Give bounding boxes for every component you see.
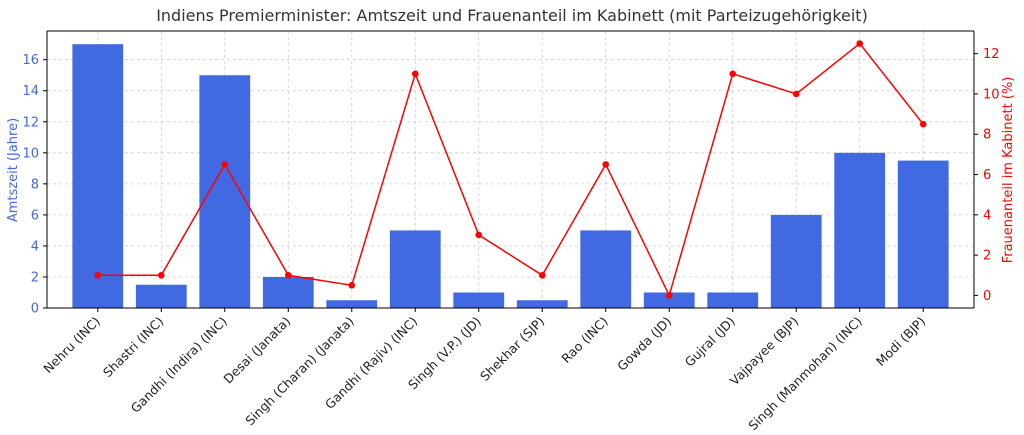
line-point [856,40,864,47]
line-point [157,271,165,279]
left-tick-label: 2 [31,270,39,285]
left-tick-label: 16 [22,53,39,68]
chart-title: Indiens Premierminister: Amtszeit und Fr… [156,6,868,25]
line-point [94,271,102,279]
right-tick-label: 0 [983,289,991,304]
bar [389,230,441,308]
bar [643,292,695,308]
bar [897,160,949,308]
line-point [665,292,673,299]
bar [326,300,378,308]
axes [46,30,975,309]
line-point [919,120,927,128]
x-tick-label: Modi (BJP) [873,314,928,369]
line-point [602,161,610,168]
x-tick-label: Rao (INC) [558,314,610,366]
bar-series [72,44,949,308]
bar [834,152,886,308]
line-point [538,271,546,279]
x-tick-label: Shekhar (SJP) [477,314,547,384]
x-tick-label: Gowda (JD) [614,314,674,374]
x-tick-label: Shastri (INC) [100,314,167,381]
bar [516,300,568,308]
bar [72,44,124,308]
right-tick-label: 6 [983,168,991,183]
line-point [475,231,483,239]
right-tick-label: 10 [983,87,1000,102]
x-tick-label: Nehru (INC) [40,314,103,377]
bar [135,284,187,308]
left-axis-ticks: 0 2 4 6 8 10 12 14 16 [22,53,47,317]
bar [707,292,759,308]
left-tick-label: 6 [31,208,39,223]
left-axis-label: Amtszeit (Jahre) [6,118,21,222]
line-point [792,90,800,98]
line-point [348,282,356,289]
right-axis-label: Frauenanteil im Kabinett (%) [1001,77,1016,264]
x-tick-label: Singh (Manmohan) (INC) [745,314,865,434]
left-tick-label: 4 [31,239,39,254]
right-tick-label: 12 [983,47,1000,62]
x-tick-label: Singh (Charan) (Janata) [242,314,357,429]
line-point [411,70,419,78]
x-axis-ticks: Nehru (INC)Shastri (INC)Gandhi (Indira) … [40,308,928,433]
line-series [94,40,927,299]
right-tick-label: 2 [983,249,991,264]
right-tick-label: 8 [983,128,991,143]
bar [262,276,314,308]
bar [580,230,632,308]
bar [199,75,251,308]
right-axis-ticks: 0 2 4 6 8 10 12 [974,47,1000,304]
left-tick-label: 12 [22,115,39,130]
line-path [97,42,924,298]
bar [453,292,505,308]
line-point [284,271,292,279]
left-tick-label: 0 [31,302,39,317]
x-tick-label: Desai (Janata) [220,314,293,387]
bar [770,214,822,308]
x-tick-label: Gujral (JD) [682,314,738,370]
left-tick-label: 14 [22,84,39,99]
left-tick-label: 10 [22,146,39,161]
left-tick-label: 8 [31,177,39,192]
line-point [221,161,229,168]
line-point [729,70,737,78]
right-tick-label: 4 [983,208,991,223]
